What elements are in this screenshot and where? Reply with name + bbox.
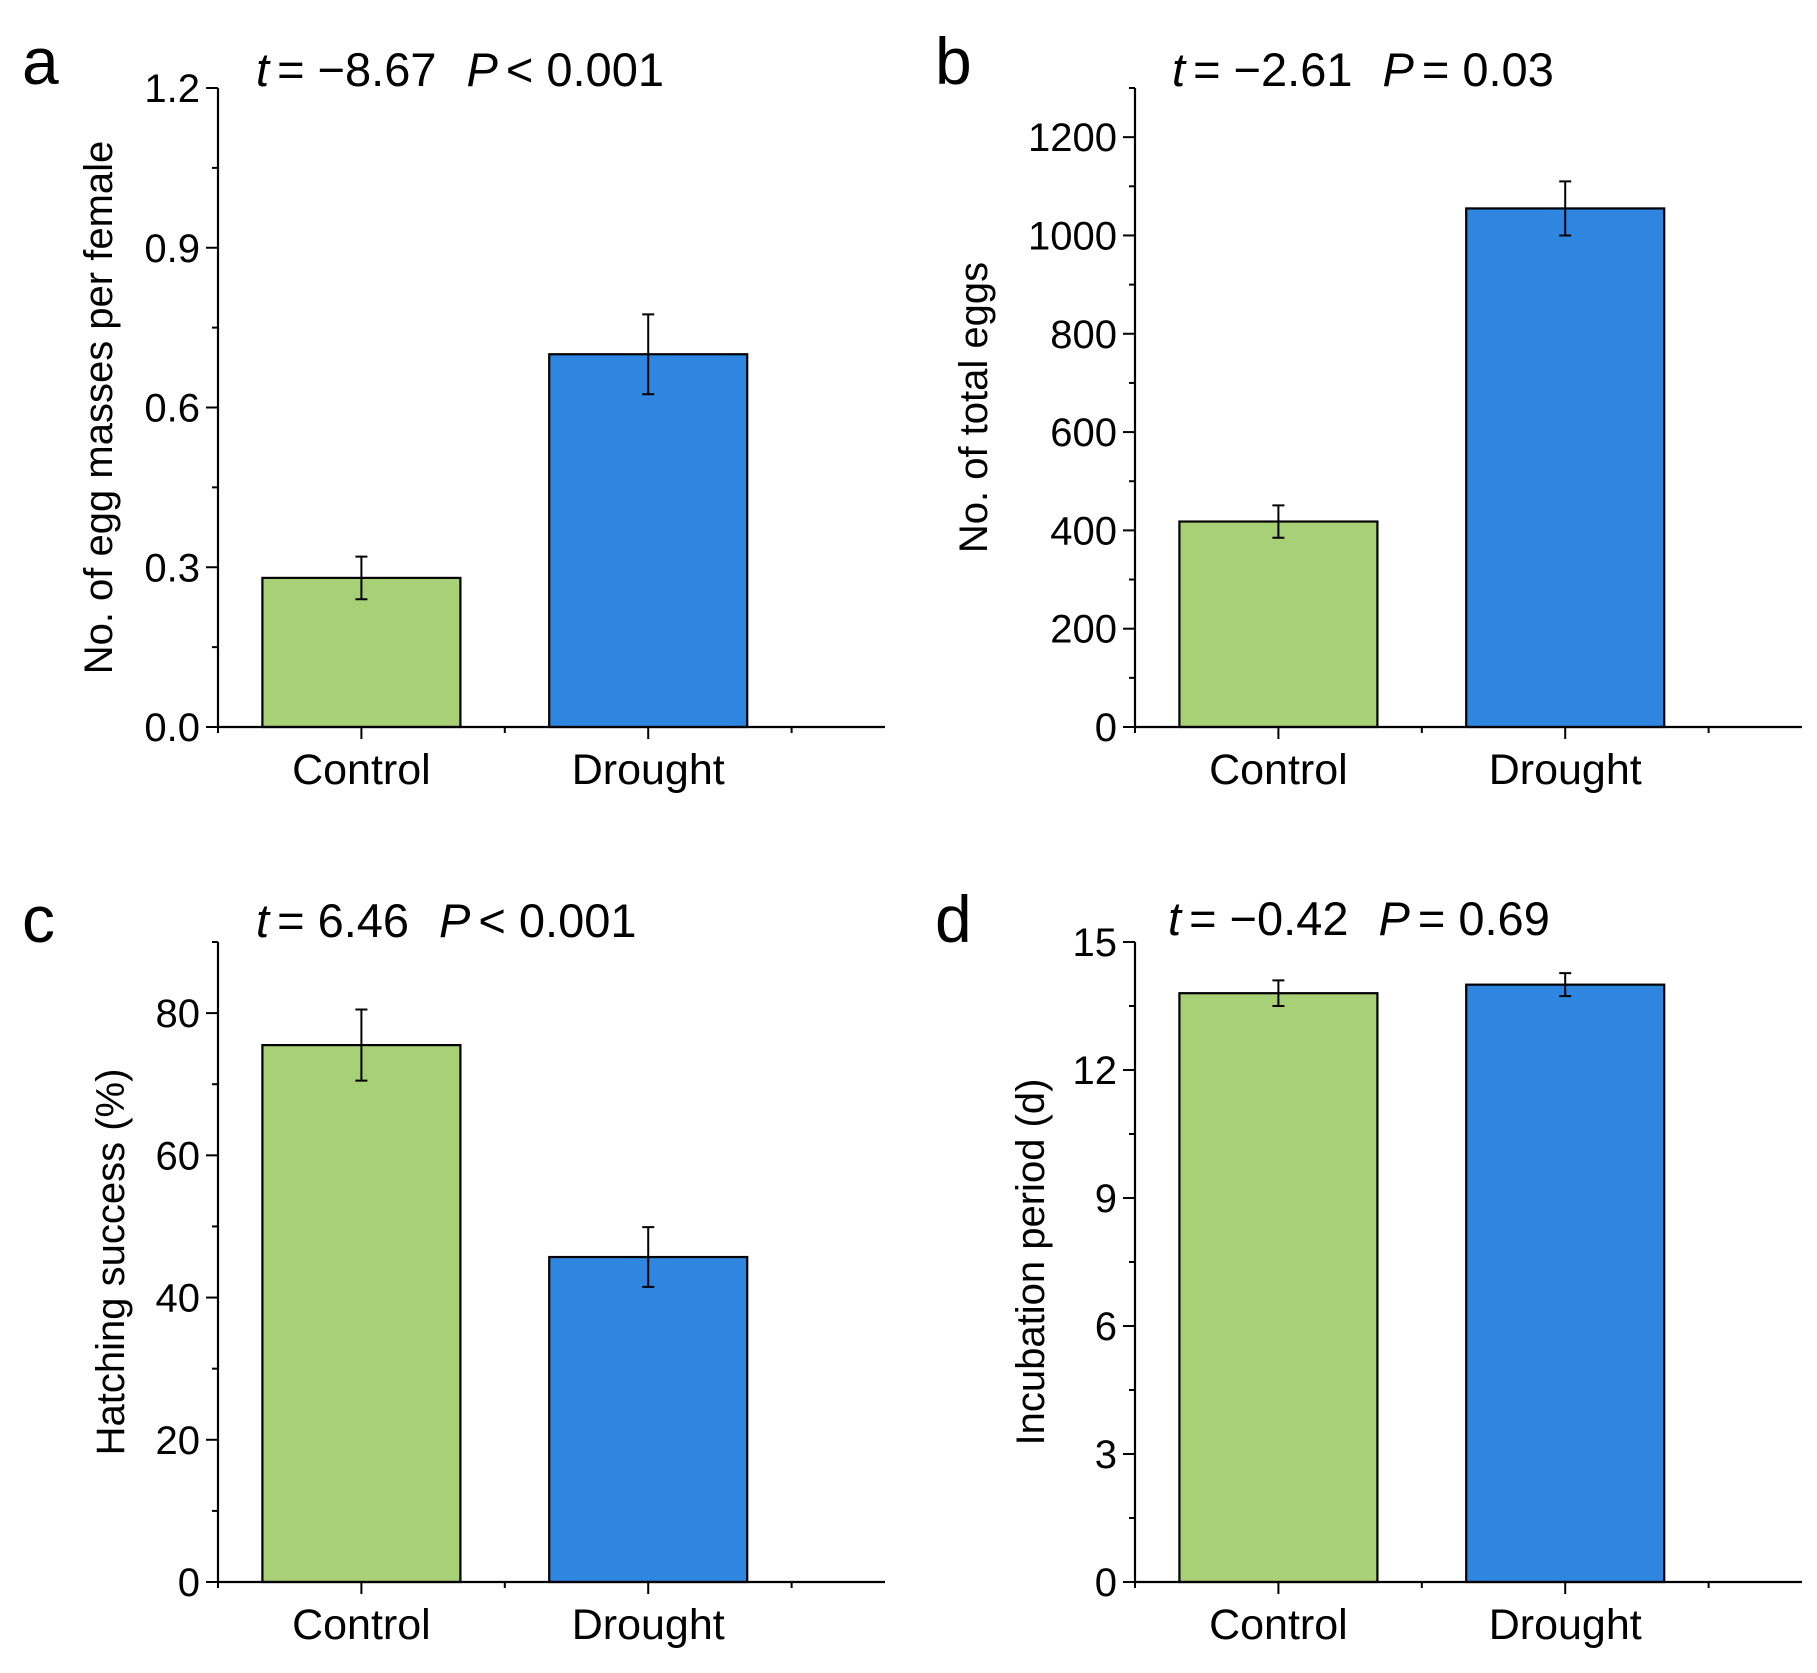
bar-drought [548,1255,749,1584]
y-tick-label: 6 [1095,1305,1117,1349]
panel-letter: c [22,882,55,956]
stat-t-symbol: t [256,894,271,947]
stat-p-symbol: P [1379,892,1411,945]
stat-p-value: < 0.001 [478,894,636,947]
error-bar-control [355,1008,368,1082]
y-tick-label: 600 [1050,411,1117,455]
bar-drought [1465,207,1666,729]
y-tick-label: 15 [1073,921,1118,965]
y-tick-label: 1200 [1028,116,1117,160]
error-bar-control [1272,979,1285,1007]
x-tick-label: Drought [1489,746,1642,794]
y-tick-label: 0.0 [144,706,200,750]
stat-p-value: = 0.03 [1422,43,1554,96]
y-tick-label: 20 [156,1419,201,1463]
chart-panel-a: a t = −8.67 P < 0.001 0.0 0.3 0.6 0.9 1.2 Control D… [22,24,885,794]
stat-annotation: t = −0.42 P = 0.69 [1168,892,1550,945]
panel-letter: a [22,24,59,98]
y-axis-title: Hatching success (%) [89,1069,133,1456]
stat-p-symbol: P [467,43,499,96]
y-tick-label: 0 [178,1561,200,1605]
y-tick-label: 9 [1095,1177,1117,1221]
y-axis-title: No. of egg masses per female [77,141,121,675]
error-bar-drought [1559,972,1572,998]
x-tick-label: Control [292,1601,431,1649]
y-tick-label: 0 [1095,706,1117,750]
stat-p-symbol: P [1383,43,1415,96]
stat-p-value: < 0.001 [506,43,664,96]
y-tick-label: 60 [156,1134,201,1178]
bar-control [1178,520,1379,729]
y-tick-label: 400 [1050,509,1117,553]
bar-drought [1465,983,1666,1584]
x-tick-label: Control [1209,746,1348,794]
stat-annotation: t = −8.67 P < 0.001 [256,43,664,96]
y-tick-label: 0.9 [144,227,200,271]
stat-t-symbol: t [1168,892,1183,945]
x-tick-label: Control [1209,1601,1348,1649]
error-bar-drought [642,313,655,396]
stat-p-value: = 0.69 [1418,892,1550,945]
stat-t-symbol: t [1172,43,1187,96]
chart-panel-d: d t = −0.42 P = 0.69 0 3 6 9 12 15 Control Drought In… [935,882,1802,1649]
y-tick-label: 80 [156,992,201,1036]
error-bar-drought [642,1226,655,1288]
stat-annotation: t = −2.61 P = 0.03 [1172,43,1554,96]
stat-t-symbol: t [256,43,271,96]
x-tick-label: Drought [572,746,725,794]
error-bar-drought [1559,180,1572,237]
y-tick-label: 1.2 [144,67,200,111]
stat-p-symbol: P [439,894,471,947]
bar-control [261,1044,462,1584]
bar-control [1178,992,1379,1584]
error-bar-control [355,555,368,601]
stat-t-value: = −2.61 [1193,43,1352,96]
chart-panel-c: c t = 6.46 P < 0.001 0 20 40 60 80 Control Drought H… [22,882,885,1649]
y-axis-title: Incubation period (d) [1009,1079,1053,1446]
stat-annotation: t = 6.46 P < 0.001 [256,894,637,947]
y-tick-label: 1000 [1028,214,1117,258]
y-tick-label: 0.3 [144,546,200,590]
panel-letter: b [935,24,972,98]
stat-t-value: = 6.46 [277,894,409,947]
x-tick-label: Drought [1489,1601,1642,1649]
y-tick-label: 0.6 [144,387,200,431]
y-tick-label: 200 [1050,608,1117,652]
panel-letter: d [935,882,972,956]
y-axis-title: No. of total eggs [952,262,996,553]
y-tick-label: 800 [1050,313,1117,357]
x-tick-label: Drought [572,1601,725,1649]
error-bar-control [1272,504,1285,539]
x-tick-label: Control [292,746,431,794]
stat-t-value: = −8.67 [277,43,436,96]
y-tick-label: 40 [156,1277,201,1321]
y-tick-label: 12 [1073,1049,1118,1093]
y-tick-label: 3 [1095,1433,1117,1477]
stat-t-value: = −0.42 [1189,892,1348,945]
bar-control [261,576,462,729]
y-tick-label: 0 [1095,1561,1117,1605]
bar-drought [548,353,749,729]
chart-panel-b: b t = −2.61 P = 0.03 0 200 400 600 800 1000 1200 Con… [935,24,1802,794]
